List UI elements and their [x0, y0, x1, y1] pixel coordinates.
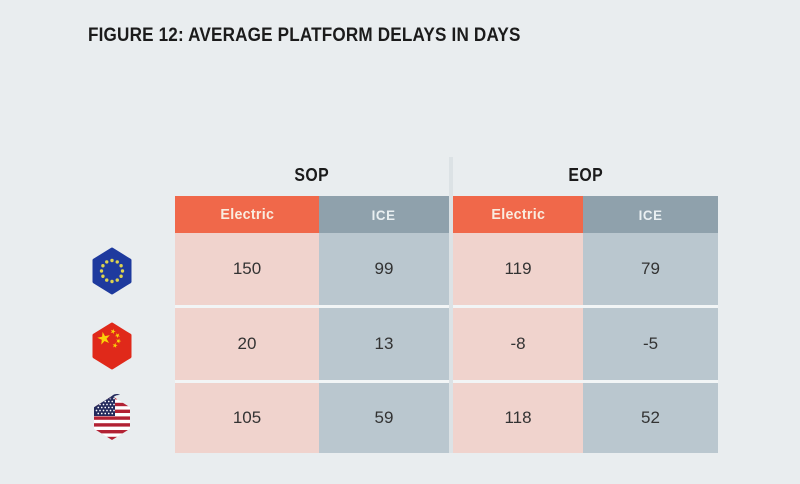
value-china-sop-electric: 20	[237, 334, 257, 353]
header-sop-ice-text: ICE	[372, 206, 396, 223]
eop-label-text: EOP	[568, 164, 603, 185]
figure-title-wrap: FIGURE 12: AVERAGE PLATFORM DELAYS IN DA…	[88, 25, 569, 47]
cell-us-eop-ice: 52	[583, 383, 718, 453]
china-flag-icon	[90, 322, 134, 370]
value-us-sop-ice: 59	[374, 408, 394, 427]
cell-eu-sop-electric: 150	[175, 233, 319, 305]
cell-us-sop-ice: 59	[319, 383, 449, 453]
value-eu-eop-ice: 79	[641, 259, 660, 278]
value-us-eop-electric: 118	[504, 408, 532, 427]
cell-china-eop-electric: -8	[453, 308, 583, 380]
header-eop-ice-text: ICE	[638, 206, 663, 223]
value-us-eop-ice: 52	[641, 408, 660, 427]
cell-china-sop-ice: 13	[319, 308, 449, 380]
value-us-sop-electric: 105	[232, 408, 262, 427]
sop-label-text: SOP	[294, 164, 330, 185]
cell-eu-sop-ice: 99	[319, 233, 449, 305]
cell-us-sop-electric: 105	[175, 383, 319, 453]
value-eu-sop-ice: 99	[374, 259, 394, 278]
header-sop-electric-text: Electric	[220, 206, 274, 223]
header-sop-ice: ICE	[319, 196, 449, 233]
us-flag-icon	[90, 394, 134, 442]
header-eop-electric: Electric	[453, 196, 583, 233]
cell-eu-eop-electric: 119	[453, 233, 583, 305]
header-eop-ice: ICE	[583, 196, 718, 233]
value-china-eop-electric: -8	[510, 334, 526, 353]
column-group-label-eop: EOP	[453, 158, 718, 192]
value-eu-sop-electric: 150	[232, 259, 262, 278]
eu-flag-icon	[90, 247, 134, 295]
cell-us-eop-electric: 118	[453, 383, 583, 453]
value-china-sop-ice: 13	[374, 334, 394, 353]
sop-eop-divider	[449, 157, 453, 453]
figure-title: FIGURE 12: AVERAGE PLATFORM DELAYS IN DA…	[88, 25, 521, 46]
column-group-label-sop: SOP	[175, 158, 449, 192]
cell-china-sop-electric: 20	[175, 308, 319, 380]
cell-eu-eop-ice: 79	[583, 233, 718, 305]
value-china-eop-ice: -5	[642, 334, 659, 353]
value-eu-eop-electric: 119	[504, 259, 532, 278]
eagle-head-detail	[110, 394, 120, 399]
cell-china-eop-ice: -5	[583, 308, 718, 380]
header-sop-electric: Electric	[175, 196, 319, 233]
header-eop-electric-text: Electric	[491, 206, 545, 223]
